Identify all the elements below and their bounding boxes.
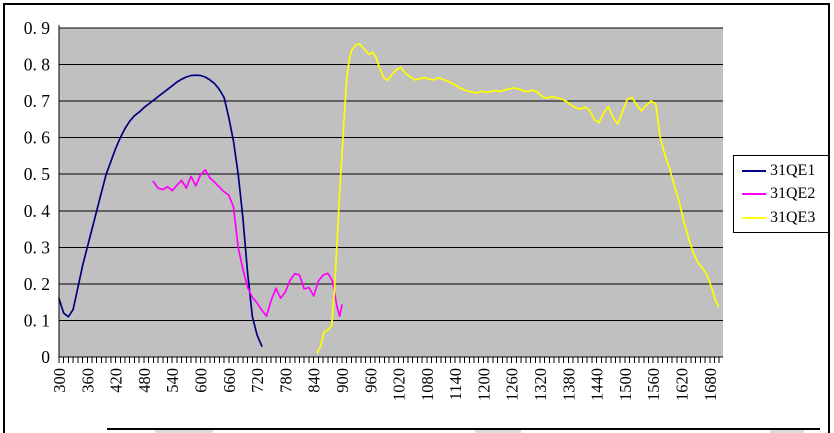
legend-item-31QE3: 31QE3 xyxy=(742,207,824,229)
x-tick-label: 1380 xyxy=(559,368,578,401)
series-line-31QE3 xyxy=(316,42,720,354)
y-tick-label: 0. 6 xyxy=(24,128,51,148)
x-tick-label: 780 xyxy=(276,368,295,393)
chart-outer-border xyxy=(3,3,830,433)
x-tick-label: 1440 xyxy=(588,368,607,401)
y-tick-label: 0. 2 xyxy=(24,274,50,294)
legend-line-sample xyxy=(742,169,766,172)
x-tick-label: 600 xyxy=(191,368,210,393)
legend-label: 31QE2 xyxy=(770,185,816,202)
legend-item-31QE1: 31QE1 xyxy=(742,160,824,182)
x-tick-label: 1500 xyxy=(616,368,635,401)
legend-line-sample xyxy=(742,216,766,219)
y-tick-label: 0. 1 xyxy=(24,310,50,330)
y-tick-label: 0. 9 xyxy=(24,18,51,38)
series-line-31QE1 xyxy=(58,74,263,347)
x-tick-label: 1560 xyxy=(644,368,663,401)
x-tick-label: 660 xyxy=(220,368,239,393)
x-tick-label: 1080 xyxy=(418,368,437,401)
cropped-text-smudge xyxy=(770,430,804,433)
x-tick-label: 480 xyxy=(135,368,154,393)
x-tick-label: 900 xyxy=(333,368,352,393)
x-tick-label: 1320 xyxy=(531,368,550,401)
x-tick-label: 1200 xyxy=(474,368,493,401)
x-tick-label: 720 xyxy=(248,368,267,393)
plot-area xyxy=(59,28,723,357)
x-tick-label: 360 xyxy=(78,368,97,393)
y-tick-label: 0. 8 xyxy=(24,55,51,75)
x-tick-label: 1260 xyxy=(503,368,522,401)
cropped-text-smudge xyxy=(155,430,213,433)
x-tick-label: 840 xyxy=(305,368,324,393)
legend-label: 31QE3 xyxy=(770,208,816,226)
y-tick-label: 0. 4 xyxy=(24,201,51,221)
x-tick-label: 1680 xyxy=(701,368,720,401)
x-tick-label: 960 xyxy=(361,368,380,393)
x-tick-label: 540 xyxy=(163,368,182,393)
bottom-cutoff-line xyxy=(107,428,820,430)
x-tick-label: 300 xyxy=(50,368,69,393)
x-tick-label: 1020 xyxy=(390,368,409,401)
y-tick-label: 0 xyxy=(41,347,50,367)
legend-line-sample xyxy=(742,193,766,195)
legend-label: 31QE1 xyxy=(770,161,816,179)
x-tick-label: 1620 xyxy=(673,368,692,401)
y-tick-label: 0. 3 xyxy=(24,237,51,257)
legend-item-31QE2: 31QE2 xyxy=(742,183,824,205)
cropped-text-smudge xyxy=(475,430,521,433)
x-tick-label: 1140 xyxy=(446,368,465,400)
series-line-31QE2 xyxy=(152,168,343,317)
y-tick-label: 0. 7 xyxy=(24,91,51,111)
y-tick-label: 0. 5 xyxy=(24,164,51,184)
x-tick-label: 420 xyxy=(107,368,126,393)
legend: 31QE1 31QE2 31QE3 xyxy=(733,155,829,233)
